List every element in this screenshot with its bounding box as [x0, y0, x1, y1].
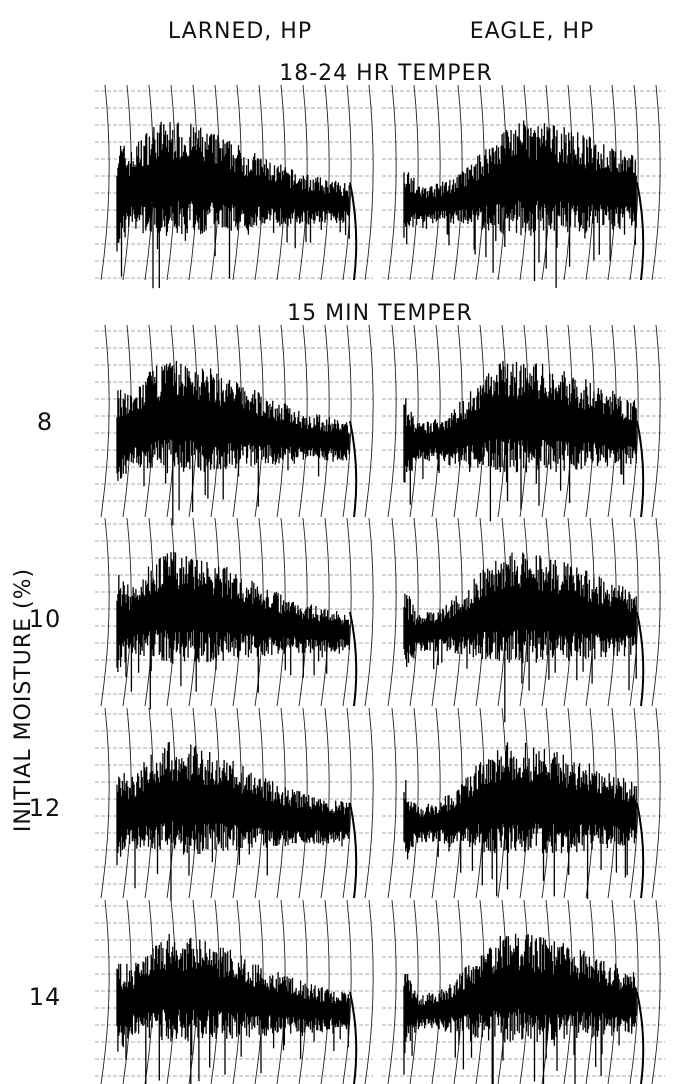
mixogram-trace — [116, 742, 350, 901]
section-title: 18-24 HR TEMPER — [279, 61, 493, 86]
mixogram-trace — [116, 933, 350, 1084]
section-title: 15 MIN TEMPER — [287, 301, 473, 326]
mixogram-trace — [403, 552, 637, 723]
trace-end — [636, 420, 645, 518]
mixogram-trace — [116, 552, 350, 710]
trace-end — [636, 991, 645, 1084]
trace-end — [636, 182, 645, 281]
trace-end — [349, 611, 358, 707]
mixogram-trace — [116, 360, 350, 526]
y-axis-label: INITIAL MOISTURE (%) — [11, 568, 36, 832]
mixogram-trace — [403, 742, 637, 899]
mixogram-trace — [403, 933, 637, 1084]
trace-end — [636, 802, 645, 899]
trace-end — [349, 802, 358, 899]
trace-end — [636, 611, 645, 707]
row-label: 10 — [29, 605, 62, 633]
trace-end — [349, 182, 358, 281]
column-header: EAGLE, HP — [470, 19, 595, 44]
trace-end — [349, 420, 358, 518]
row-label: 12 — [29, 794, 62, 822]
panels — [95, 84, 665, 1084]
row-label: 8 — [37, 408, 53, 436]
mixogram-trace — [403, 120, 637, 288]
trace-end — [349, 991, 358, 1084]
column-header: LARNED, HP — [168, 19, 312, 44]
row-label: 14 — [29, 983, 62, 1011]
mixogram-trace — [116, 121, 350, 289]
mixogram-trace — [403, 360, 637, 522]
